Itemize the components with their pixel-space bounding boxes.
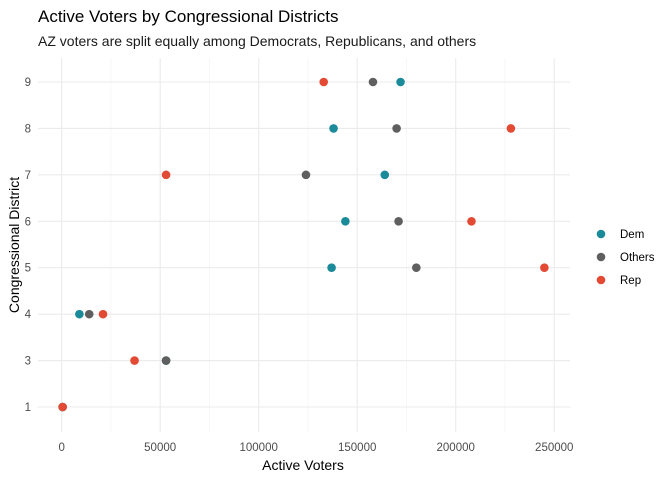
y-axis-title: Congressional District: [6, 177, 22, 313]
x-tick-label: 150000: [338, 442, 376, 454]
y-tick-label: 7: [25, 170, 31, 182]
legend-label: Rep: [620, 275, 641, 287]
data-point-dem: [327, 263, 336, 273]
legend-key-others: [596, 252, 606, 262]
data-point-others: [368, 77, 378, 87]
x-tick-label: 0: [58, 442, 64, 454]
x-tick-label: 250000: [535, 442, 573, 454]
data-point-dem: [380, 170, 390, 180]
y-tick-label: 6: [25, 216, 31, 228]
y-tick-label: 3: [25, 356, 31, 368]
y-tick-label: 5: [25, 263, 31, 275]
x-tick-label: 100000: [239, 442, 277, 454]
data-point-dem: [341, 216, 350, 226]
x-tick-label: 200000: [437, 442, 475, 454]
x-axis-title: Active Voters: [262, 457, 344, 473]
legend-label: Others: [620, 252, 655, 264]
legend-key-rep: [596, 275, 606, 285]
data-point-others: [394, 216, 403, 226]
legend-label: Dem: [620, 229, 644, 241]
data-point-others: [392, 124, 401, 133]
data-point-dem: [75, 309, 84, 319]
data-point-rep: [506, 124, 516, 133]
x-tick-label: 50000: [144, 442, 176, 454]
y-tick-label: 4: [25, 309, 32, 321]
legend-key-dem: [596, 229, 606, 239]
data-point-others: [412, 263, 421, 273]
y-tick-label: 8: [25, 123, 31, 135]
data-point-others: [84, 309, 94, 319]
data-point-rep: [58, 402, 67, 412]
data-point-others: [301, 170, 311, 180]
data-point-rep: [319, 77, 329, 87]
data-point-rep: [540, 263, 549, 273]
data-point-rep: [130, 356, 139, 365]
chart-title: Active Voters by Congressional Districts: [38, 7, 339, 26]
data-point-others: [161, 356, 171, 365]
y-tick-label: 9: [25, 77, 31, 89]
data-point-dem: [329, 124, 338, 133]
chart-subtitle: AZ voters are split equally among Democr…: [38, 33, 477, 49]
data-point-rep: [467, 216, 476, 226]
data-point-rep: [98, 309, 108, 319]
data-point-rep: [161, 170, 171, 180]
data-point-dem: [396, 77, 405, 87]
y-tick-label: 1: [25, 402, 31, 414]
